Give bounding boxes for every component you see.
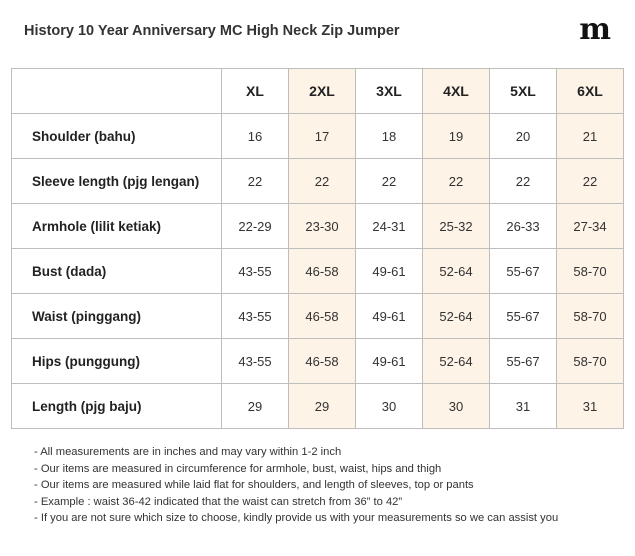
table-cell: 18 [355, 113, 423, 159]
table-cell: 49-61 [355, 293, 423, 339]
table-cell: 55-67 [489, 293, 557, 339]
size-chart-table: XL 2XL 3XL 4XL 5XL 6XL Shoulder (bahu) 1… [11, 68, 624, 429]
table-cell: 52-64 [422, 248, 490, 294]
table-cell: 49-61 [355, 248, 423, 294]
table-cell: 24-31 [355, 203, 423, 249]
size-header-5xl: 5XL [489, 68, 557, 114]
measurement-notes: - All measurements are in inches and may… [34, 444, 558, 527]
table-cell: 46-58 [288, 293, 356, 339]
table-cell: 21 [556, 113, 624, 159]
table-cell: 46-58 [288, 338, 356, 384]
table-row: Waist (pinggang) 43-55 46-58 49-61 52-64… [11, 293, 624, 339]
table-cell: 22 [422, 158, 490, 204]
table-cell: 46-58 [288, 248, 356, 294]
table-cell: 58-70 [556, 338, 624, 384]
brand-logo: m [579, 12, 611, 47]
row-label: Armhole (lilit ketiak) [11, 203, 222, 249]
table-cell: 19 [422, 113, 490, 159]
note-line: - Our items are measured while laid flat… [34, 479, 474, 492]
table-cell: 30 [422, 383, 490, 429]
table-cell: 17 [288, 113, 356, 159]
table-cell: 29 [288, 383, 356, 429]
table-cell: 30 [355, 383, 423, 429]
table-cell: 55-67 [489, 338, 557, 384]
table-cell: 22 [288, 158, 356, 204]
table-cell: 22-29 [221, 203, 289, 249]
table-cell: 22 [556, 158, 624, 204]
table-cell: 29 [221, 383, 289, 429]
table-cell: 55-67 [489, 248, 557, 294]
note-line: - If you are not sure which size to choo… [34, 512, 559, 525]
note-line: - Example : waist 36-42 indicated that t… [34, 495, 403, 508]
page-title: History 10 Year Anniversary MC High Neck… [24, 23, 400, 39]
table-cell: 22 [355, 158, 423, 204]
size-header-3xl: 3XL [355, 68, 423, 114]
table-cell: 31 [489, 383, 557, 429]
row-label: Sleeve length (pjg lengan) [11, 158, 222, 204]
row-label: Hips (punggung) [11, 338, 222, 384]
table-cell: 52-64 [422, 338, 490, 384]
table-cell: 16 [221, 113, 289, 159]
table-cell: 43-55 [221, 293, 289, 339]
size-header-4xl: 4XL [422, 68, 490, 114]
table-cell: 49-61 [355, 338, 423, 384]
row-label: Bust (dada) [11, 248, 222, 294]
table-cell: 31 [556, 383, 624, 429]
note-line: - Our items are measured in circumferenc… [34, 462, 442, 475]
table-row: Shoulder (bahu) 16 17 18 19 20 21 [11, 113, 624, 159]
size-header-2xl: 2XL [288, 68, 356, 114]
table-cell: 22 [489, 158, 557, 204]
table-row: Hips (punggung) 43-55 46-58 49-61 52-64 … [11, 338, 624, 384]
size-header-6xl: 6XL [556, 68, 624, 114]
table-cell: 43-55 [221, 248, 289, 294]
table-cell: 52-64 [422, 293, 490, 339]
table-cell: 27-34 [556, 203, 624, 249]
size-header-xl: XL [221, 68, 289, 114]
table-row: Length (pjg baju) 29 29 30 30 31 31 [11, 383, 624, 429]
table-row: Armhole (lilit ketiak) 22-29 23-30 24-31… [11, 203, 624, 249]
table-row: Sleeve length (pjg lengan) 22 22 22 22 2… [11, 158, 624, 204]
corner-cell [11, 68, 222, 114]
note-line: - All measurements are in inches and may… [34, 446, 342, 458]
size-header-row: XL 2XL 3XL 4XL 5XL 6XL [11, 68, 624, 114]
table-cell: 26-33 [489, 203, 557, 249]
table-cell: 43-55 [221, 338, 289, 384]
table-cell: 58-70 [556, 248, 624, 294]
table-cell: 58-70 [556, 293, 624, 339]
table-cell: 22 [221, 158, 289, 204]
table-cell: 23-30 [288, 203, 356, 249]
row-label: Waist (pinggang) [11, 293, 222, 339]
table-cell: 20 [489, 113, 557, 159]
row-label: Length (pjg baju) [11, 383, 222, 429]
row-label: Shoulder (bahu) [11, 113, 222, 159]
table-cell: 25-32 [422, 203, 490, 249]
table-row: Bust (dada) 43-55 46-58 49-61 52-64 55-6… [11, 248, 624, 294]
